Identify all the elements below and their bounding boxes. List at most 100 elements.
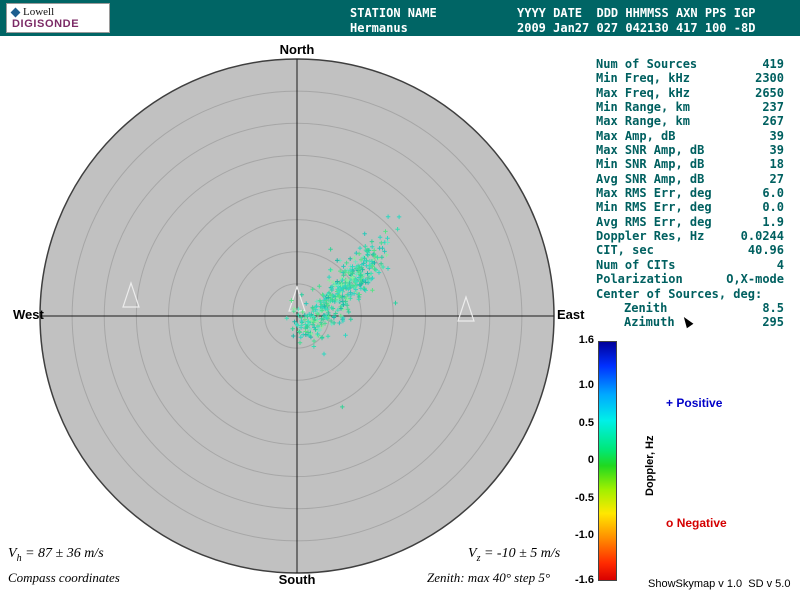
stat-value: 40.96 bbox=[747, 243, 784, 258]
source-point bbox=[303, 322, 308, 327]
antenna-triangle-icon bbox=[288, 285, 306, 312]
plus-marker-icon: + bbox=[666, 396, 674, 410]
stat-value: 419 bbox=[762, 57, 784, 71]
source-point bbox=[309, 331, 314, 337]
stat-label: Zenith bbox=[624, 300, 668, 315]
stat-row: CIT, sec 40.96 bbox=[596, 243, 784, 257]
source-point bbox=[284, 316, 289, 321]
source-point bbox=[344, 260, 349, 266]
source-point bbox=[372, 254, 378, 259]
source-point bbox=[353, 287, 358, 292]
stat-row: Min Range, km 237 bbox=[596, 100, 784, 114]
circle-marker-icon: o bbox=[666, 516, 674, 530]
source-point bbox=[346, 309, 351, 315]
source-point bbox=[344, 303, 350, 308]
source-point bbox=[338, 313, 343, 319]
source-point bbox=[369, 239, 375, 244]
source-point bbox=[337, 288, 343, 293]
stat-row: Min Freq, kHz 2300 bbox=[596, 71, 784, 85]
vh-symbol: V bbox=[8, 546, 17, 561]
source-point bbox=[305, 324, 310, 330]
source-point bbox=[310, 287, 315, 292]
source-point bbox=[320, 292, 325, 297]
colorbar-tick-label: 0 bbox=[587, 454, 594, 466]
logo-lowell-text: Lowell bbox=[23, 6, 55, 18]
station-name-label: STATION NAME bbox=[350, 6, 437, 20]
source-point bbox=[309, 318, 314, 324]
skymap-plot bbox=[39, 58, 555, 574]
source-point bbox=[297, 340, 303, 345]
stats-panel: Num of Sources 419 Min Freq, kHz 2300 Max Fr… bbox=[596, 57, 784, 330]
source-point bbox=[335, 287, 340, 292]
stat-value: 267 bbox=[762, 114, 784, 129]
source-point bbox=[321, 313, 327, 318]
source-point bbox=[380, 246, 385, 251]
colorbar-tick-label: 1.0 bbox=[578, 379, 594, 391]
source-point bbox=[330, 280, 336, 285]
source-point bbox=[341, 273, 346, 278]
stat-value: O,X-mode bbox=[726, 272, 784, 287]
source-point bbox=[317, 327, 323, 333]
source-point bbox=[372, 260, 377, 266]
source-point bbox=[345, 307, 351, 312]
source-point bbox=[340, 277, 345, 283]
colorbar-tick-label: 0.5 bbox=[578, 416, 594, 429]
source-point bbox=[366, 248, 371, 253]
stat-row: Avg RMS Err, deg 1.9 bbox=[596, 215, 784, 229]
stat-label: Max Freq, kHz bbox=[596, 85, 690, 100]
source-point bbox=[384, 252, 389, 258]
stat-label: CIT, sec bbox=[596, 243, 654, 258]
source-point bbox=[314, 303, 319, 309]
colorbar-tick-label: -1.0 bbox=[575, 529, 594, 541]
source-point bbox=[319, 308, 325, 313]
source-point bbox=[329, 321, 334, 327]
source-point bbox=[363, 280, 368, 285]
source-point bbox=[326, 274, 332, 280]
source-point bbox=[348, 256, 353, 261]
source-point bbox=[290, 326, 295, 331]
source-point bbox=[343, 333, 348, 338]
stat-value: 1.9 bbox=[762, 214, 784, 229]
source-point bbox=[385, 240, 390, 245]
zenith-scale-note: Zenith: max 40° step 5° bbox=[427, 570, 551, 585]
negative-doppler-legend: o Negative bbox=[666, 516, 727, 530]
compass-west-label: West bbox=[13, 307, 44, 322]
source-point bbox=[370, 264, 375, 269]
stats-center-rows: Zenith 8.5 Azimuth 295 bbox=[596, 301, 784, 330]
vh-subscript: h bbox=[16, 552, 22, 564]
source-point bbox=[337, 293, 342, 299]
source-point bbox=[349, 275, 355, 280]
source-point bbox=[311, 338, 317, 344]
source-point bbox=[314, 299, 320, 304]
stat-value: 295 bbox=[762, 315, 784, 330]
source-point bbox=[395, 227, 400, 232]
stat-value: 2650 bbox=[755, 85, 784, 100]
source-point bbox=[307, 326, 313, 332]
stat-label: Min RMS Err, deg bbox=[596, 200, 712, 215]
source-point bbox=[375, 255, 380, 260]
stat-label: Max Range, km bbox=[596, 114, 690, 129]
source-point bbox=[319, 335, 325, 341]
vz-subscript: z bbox=[476, 552, 481, 564]
source-point bbox=[311, 314, 316, 319]
source-point bbox=[340, 404, 345, 410]
negative-word: Negative bbox=[676, 516, 727, 530]
source-point bbox=[353, 259, 358, 264]
stats-center-header: Center of Sources, deg: bbox=[596, 286, 763, 301]
source-point bbox=[365, 271, 370, 276]
source-point bbox=[350, 264, 355, 269]
doppler-axis-label: Doppler, Hz bbox=[644, 435, 656, 496]
stat-row: Num of Sources 419 bbox=[596, 57, 784, 71]
stat-label: Min SNR Amp, dB bbox=[596, 157, 705, 172]
source-point bbox=[337, 320, 342, 326]
source-point bbox=[335, 279, 340, 284]
source-point bbox=[343, 299, 348, 304]
positive-doppler-legend: + Positive bbox=[666, 396, 722, 410]
source-point bbox=[345, 297, 350, 302]
colorbar-tick-label: -1.6 bbox=[575, 574, 594, 586]
source-point bbox=[326, 310, 331, 316]
source-point bbox=[331, 320, 337, 326]
stats-rows: Num of Sources 419 Min Freq, kHz 2300 Max Fr… bbox=[596, 57, 784, 287]
source-point bbox=[332, 283, 338, 288]
antenna-triangle-icon bbox=[122, 281, 140, 308]
